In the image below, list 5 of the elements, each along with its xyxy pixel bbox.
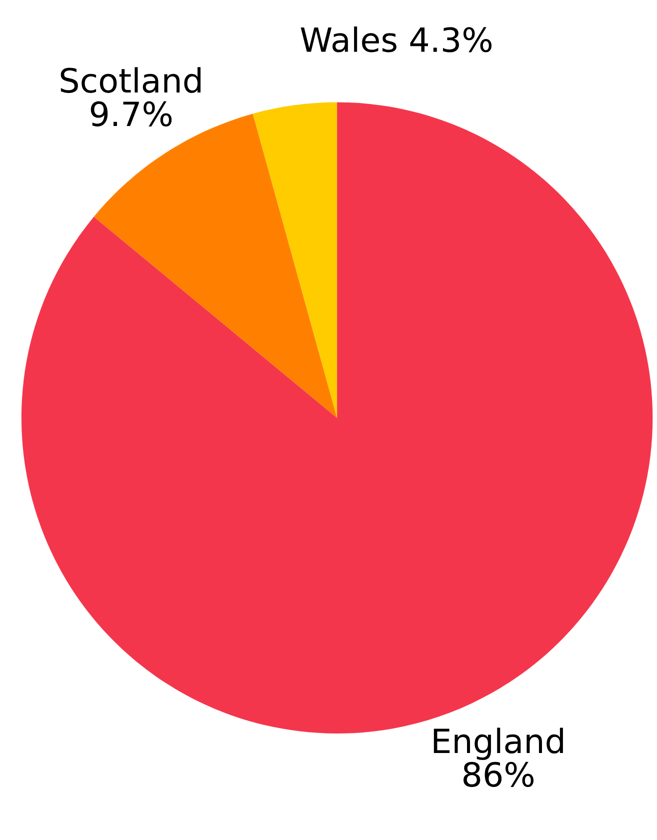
data-label: 9.7% (90, 101, 172, 126)
data-label: 86% (464, 762, 534, 788)
slice-label: Wales 4.3% (300, 26, 492, 52)
slice-label: England (434, 728, 563, 760)
slice-label: Scotland (60, 67, 201, 93)
